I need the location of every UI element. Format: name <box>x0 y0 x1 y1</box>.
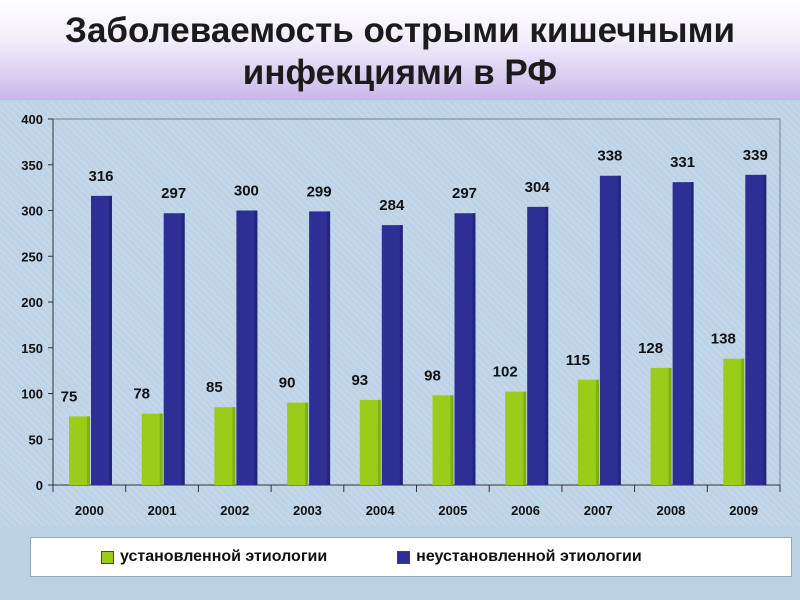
y-tick-label: 200 <box>21 295 43 310</box>
bar-shade <box>668 367 672 485</box>
bar-unestablished <box>381 225 403 485</box>
bar-shade <box>181 213 185 485</box>
bar-established <box>287 402 309 485</box>
data-label: 90 <box>279 375 296 392</box>
bar-shade <box>523 391 527 485</box>
bar-established <box>577 379 599 485</box>
legend-swatch-established <box>101 550 114 564</box>
data-label: 338 <box>597 148 622 165</box>
bar-established <box>359 399 381 485</box>
data-label: 102 <box>493 364 518 381</box>
bar-shade <box>377 399 381 485</box>
data-label: 284 <box>379 197 405 214</box>
legend-label-established: установленной этиологии <box>120 548 328 565</box>
x-tick-label: 2004 <box>366 503 396 518</box>
y-tick-label: 250 <box>21 249 43 264</box>
bar-shade <box>617 175 621 485</box>
x-tick-label: 2007 <box>584 503 613 518</box>
legend-label-unestablished: неустановленной этиологии <box>416 548 642 565</box>
bar-shade <box>254 210 258 485</box>
y-tick-label: 300 <box>21 204 43 219</box>
bar-unestablished <box>527 206 549 485</box>
bar-unestablished <box>745 174 767 485</box>
bar-shade <box>545 206 549 485</box>
x-tick-label: 2002 <box>220 503 249 518</box>
bar-shade <box>741 358 745 485</box>
y-tick-label: 50 <box>29 432 43 447</box>
bar-established <box>141 413 163 485</box>
x-tick-label: 2009 <box>729 503 758 518</box>
bar-shade <box>327 211 331 485</box>
data-label: 339 <box>743 147 768 164</box>
bar-shade <box>763 174 767 485</box>
bar-shade <box>472 213 476 485</box>
data-label: 297 <box>161 185 186 202</box>
legend-item-unestablished: неустановленной этиологии <box>397 548 642 566</box>
bar-shade <box>109 195 112 486</box>
x-tick-label: 2000 <box>75 503 104 518</box>
bar-shade <box>690 182 694 485</box>
bar-shade <box>450 395 454 485</box>
data-label: 331 <box>670 154 695 171</box>
data-label: 138 <box>711 331 736 348</box>
title-line-1: Заболеваемость острыми кишечными <box>65 11 735 50</box>
bar-shade <box>399 225 403 485</box>
data-label: 98 <box>424 367 441 384</box>
bar-unestablished <box>309 211 331 485</box>
bar-shade <box>159 413 163 485</box>
data-label: 300 <box>234 183 259 200</box>
bar-established <box>650 367 672 485</box>
y-tick-label: 400 <box>21 112 43 127</box>
chart-legend: установленной этиологии неустановленной … <box>30 537 792 577</box>
data-label: 93 <box>351 372 368 389</box>
data-label: 85 <box>206 379 223 396</box>
data-label: 75 <box>61 388 78 405</box>
x-tick-label: 2008 <box>656 503 685 518</box>
bar-established <box>69 416 90 485</box>
bar-unestablished <box>454 213 476 485</box>
data-label: 316 <box>88 168 113 185</box>
data-label: 304 <box>525 179 551 196</box>
bar-unestablished <box>236 210 258 485</box>
bar-shade <box>232 407 236 485</box>
y-tick-label: 0 <box>36 478 43 493</box>
bar-established <box>214 407 236 485</box>
data-label: 299 <box>307 183 332 200</box>
bar-shade <box>87 416 90 485</box>
title-band <box>0 0 800 100</box>
y-tick-label: 350 <box>21 158 43 173</box>
x-tick-label: 2003 <box>293 503 322 518</box>
bar-chart: 0 50 100 150 200 250 300 350 400 2000 75 316 2001 78 2… <box>21 112 781 518</box>
bar-unestablished <box>599 175 621 485</box>
bar-unestablished <box>672 182 694 485</box>
data-label: 128 <box>638 340 663 357</box>
bar-shade <box>595 379 599 485</box>
bar-established <box>505 391 527 485</box>
bar-established <box>723 358 745 485</box>
y-tick-label: 100 <box>21 387 43 402</box>
bar-established <box>432 395 454 485</box>
chart-area: 0 50 100 150 200 250 300 350 400 2000 75 316 2001 78 2… <box>0 102 800 526</box>
x-tick-label: 2006 <box>511 503 540 518</box>
page-title: Заболеваемость острыми кишечными инфекци… <box>0 10 800 94</box>
legend-item-established: установленной этиологии <box>101 548 327 566</box>
title-line-2: инфекциями в РФ <box>242 53 558 92</box>
bar-unestablished <box>91 195 112 486</box>
data-label: 115 <box>566 352 590 369</box>
y-tick-label: 150 <box>21 341 43 356</box>
legend-swatch-unestablished <box>397 550 411 564</box>
x-tick-label: 2005 <box>438 503 467 518</box>
bar-unestablished <box>163 213 185 485</box>
data-label: 78 <box>133 386 150 403</box>
x-tick-label: 2001 <box>148 503 177 518</box>
bar-shade <box>305 402 309 485</box>
data-label: 297 <box>452 185 477 202</box>
